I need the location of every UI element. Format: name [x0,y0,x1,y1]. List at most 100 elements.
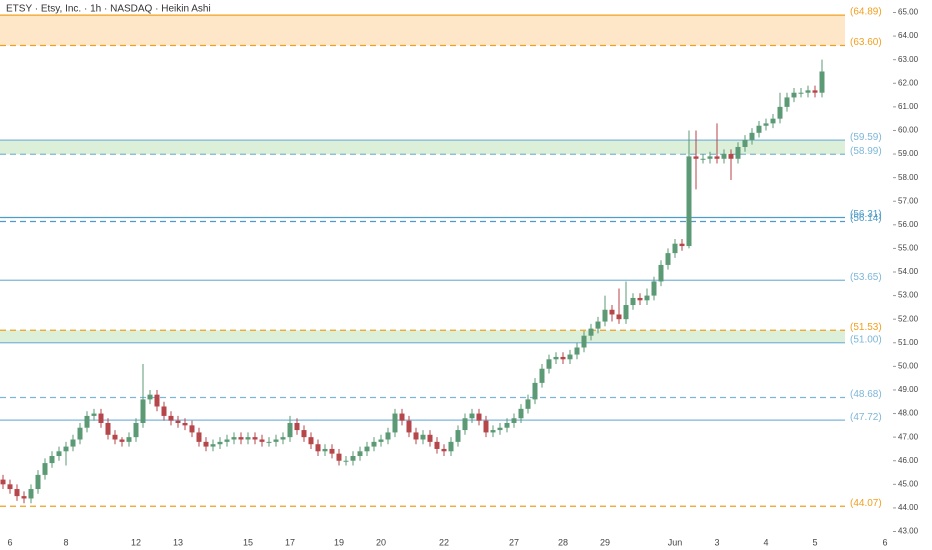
candle-body [483,420,489,433]
level-label: (56.14) [850,213,882,224]
candle-body [658,264,664,282]
candle-body [273,439,279,442]
candle-body [231,437,237,440]
candle-body [511,418,517,423]
candle-body [679,243,685,247]
y-tick-label: 57.00 [898,196,919,205]
candle-body [406,420,412,433]
y-tick-label: 64.00 [898,31,919,40]
candle-body [196,432,202,442]
candle-body [427,434,433,442]
candle-body [434,441,440,449]
candle-body [588,328,594,336]
y-tick-label: 51.00 [898,338,919,347]
candle-body [147,394,153,400]
candle-body [119,439,125,442]
candle-body [203,441,209,447]
x-tick-label: 6 [7,537,12,547]
candle-body [490,430,496,433]
candle-body [581,335,587,348]
candle-body [546,359,552,369]
candle-body [700,158,706,160]
candle-body [686,156,692,247]
y-tick-label: 59.00 [898,149,919,158]
candle-body [168,415,174,421]
candle-body [595,321,601,329]
candle-body [161,406,167,416]
level-label: (51.00) [850,334,882,345]
x-tick-label: 8 [63,537,68,547]
candle-body [455,430,461,442]
x-tick-label: 22 [439,537,449,547]
candle-body [735,146,741,159]
candle-body [504,422,510,428]
candle-body [448,441,454,452]
candle-body [154,394,160,407]
candle-body [42,463,48,475]
candle-body [630,297,636,306]
candle-body [763,123,769,126]
level-label: (58.99) [850,146,882,157]
level-label: (53.65) [850,272,882,283]
candle-body [714,156,720,159]
candle-body [14,489,20,497]
candle-body [350,456,356,461]
candle-body [56,451,62,457]
y-tick-label: 47.00 [898,432,919,441]
candle-body [140,399,146,423]
x-tick-label: 29 [600,537,610,547]
candle-body [728,154,734,159]
candle-body [49,456,55,464]
candle-body [371,441,377,447]
candle-body [126,437,132,442]
candle-body [329,448,335,454]
candle-body [217,441,223,445]
candle-body [182,422,188,426]
candle-body [189,425,195,433]
candle-body [357,451,363,457]
candle-body [602,309,608,322]
candle-body [420,434,426,440]
y-tick-label: 49.00 [898,385,919,394]
candle-body [721,154,727,159]
candle-body [651,281,657,296]
candle-body [518,408,524,419]
candle-body [252,437,258,440]
candle-body [413,432,419,440]
candle-body [21,496,27,499]
candle-body [385,432,391,440]
candle-body [98,413,104,423]
zone [0,15,845,46]
y-tick-label: 62.00 [898,78,919,87]
candle-body [672,243,678,254]
candle-body [574,347,580,355]
x-tick-label: 3 [714,537,719,547]
y-tick-label: 63.00 [898,55,919,64]
candle-body [812,90,818,93]
candle-body [749,132,755,140]
zone [0,140,845,155]
candle-body [441,448,447,452]
candle-body [224,439,230,442]
candle-body [7,484,13,490]
candle-body [616,314,622,320]
y-tick-label: 48.00 [898,409,919,418]
y-tick-label: 45.00 [898,479,919,488]
candle-body [777,106,783,119]
y-tick-label: 43.00 [898,527,919,536]
candle-body [805,90,811,93]
candle-body [665,253,671,265]
candle-body [609,309,615,315]
x-tick-label: Jun [668,537,683,547]
x-tick-label: 4 [763,537,768,547]
candle-body [497,427,503,431]
y-tick-label: 60.00 [898,126,919,135]
candle-body [742,139,748,147]
candle-body [280,437,286,440]
x-tick-label: 5 [812,537,817,547]
candle-body [469,413,475,419]
candle-body [315,444,321,452]
y-tick-label: 58.00 [898,173,919,182]
candle-body [238,437,244,440]
